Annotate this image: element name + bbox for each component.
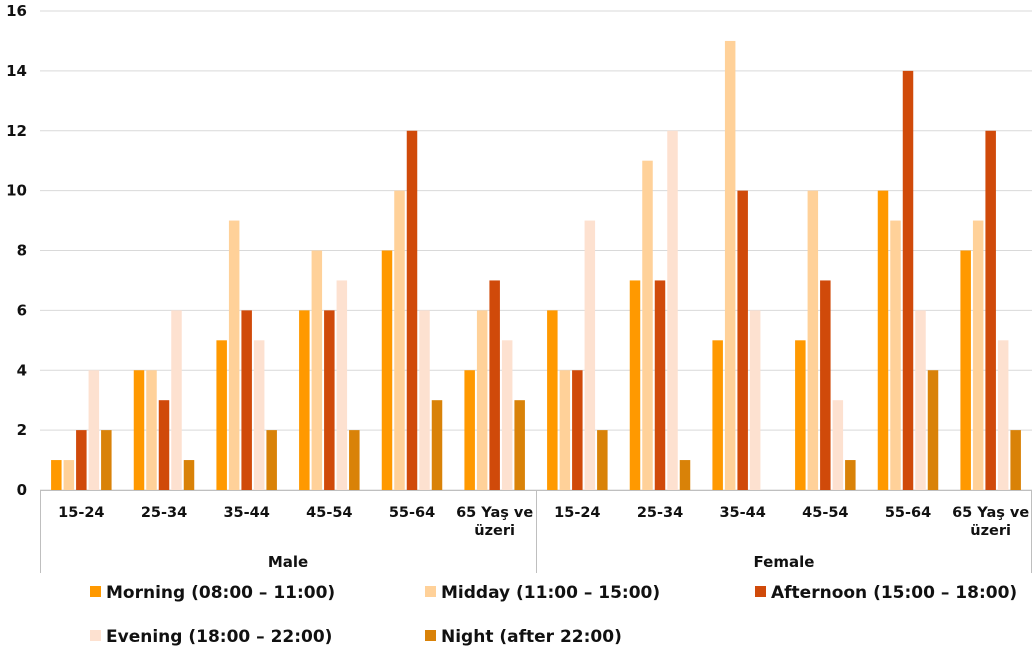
- bar: [572, 370, 583, 490]
- gridlines: [40, 10, 1032, 491]
- bar: [514, 400, 525, 490]
- bar: [960, 250, 971, 490]
- y-tick-label: 4: [17, 361, 27, 379]
- x-tick-label: 65 Yaş ve üzeri: [952, 505, 1029, 539]
- bar: [216, 340, 227, 490]
- y-tick-label: 2: [17, 421, 27, 439]
- x-tick-label: 35-44: [719, 505, 765, 521]
- bar: [431, 400, 443, 490]
- legend-label: Afternoon (15:00 – 18:00): [771, 583, 1017, 603]
- bar: [476, 310, 488, 491]
- group-label: Female: [754, 553, 815, 571]
- bar: [654, 280, 666, 490]
- bar: [158, 400, 170, 490]
- y-tick-label: 16: [6, 2, 27, 20]
- bar: [183, 460, 195, 490]
- legend: Morning (08:00 – 11:00) Midday (11:00 – 1…: [90, 583, 1017, 647]
- bar: [76, 430, 87, 491]
- bar: [629, 280, 641, 490]
- bar: [406, 130, 418, 490]
- bar: [737, 190, 748, 491]
- bar: [642, 160, 653, 490]
- bar: [679, 460, 691, 490]
- bar: [749, 310, 761, 491]
- x-tick-label: 45-54: [802, 505, 848, 521]
- legend-swatch: [755, 586, 766, 597]
- legend-swatch: [425, 586, 436, 597]
- x-axis: 15-24 25-34 35-44 45-54 55-64 65 Yaş ve üzeri M…: [40, 490, 1032, 573]
- bar: [311, 250, 323, 490]
- legend-label: Evening (18:00 – 22:00): [106, 627, 332, 647]
- bar: [915, 310, 926, 491]
- bar: [253, 340, 265, 490]
- y-tick-label: 10: [6, 182, 27, 200]
- bar: [146, 370, 157, 490]
- bar: [845, 460, 856, 490]
- bar: [171, 310, 182, 491]
- bar: [547, 310, 558, 491]
- bar: [559, 370, 571, 490]
- bar: [299, 310, 310, 491]
- y-tick-label: 14: [6, 62, 27, 80]
- x-tick-label: 35-44: [223, 505, 269, 521]
- bar: [997, 340, 1009, 490]
- bar: [597, 430, 608, 491]
- bar: [63, 460, 75, 490]
- bar: [1010, 430, 1021, 491]
- x-tick-label: 65 Yaş ve üzeri: [456, 505, 533, 539]
- bar: [88, 370, 100, 490]
- bar: [667, 130, 678, 490]
- y-tick-label: 8: [17, 242, 27, 260]
- y-tick-label: 0: [17, 481, 27, 499]
- legend-swatch: [90, 630, 101, 641]
- legend-swatch: [425, 630, 436, 641]
- bar: [807, 190, 819, 491]
- bar: [349, 430, 360, 491]
- bar: [820, 280, 831, 490]
- bar: [228, 220, 240, 490]
- x-tick-label: 25-34: [141, 505, 187, 521]
- legend-label: Midday (11:00 – 15:00): [441, 583, 660, 603]
- y-axis: 0 2 4 6 8 10 12 14 16: [6, 2, 27, 499]
- x-tick-label: 55-64: [389, 505, 435, 521]
- bar: [51, 460, 62, 490]
- bar: [336, 280, 348, 490]
- bar: [877, 190, 889, 491]
- x-tick-label: 15-24: [58, 505, 104, 521]
- bars: [51, 40, 1021, 491]
- bar: [324, 310, 335, 491]
- x-tick-label: 15-24: [554, 505, 600, 521]
- x-tick-label: 55-64: [885, 505, 931, 521]
- x-tick-label: 25-34: [637, 505, 683, 521]
- bar: [927, 370, 939, 490]
- bar: [890, 220, 901, 490]
- bar: [489, 280, 500, 490]
- bar: [266, 430, 277, 491]
- y-tick-label: 12: [6, 122, 27, 140]
- bar: [902, 70, 914, 491]
- y-tick-label: 6: [17, 301, 27, 319]
- bar: [381, 250, 393, 490]
- group-label: Male: [268, 553, 308, 571]
- bar: [133, 370, 145, 490]
- bar: [501, 340, 513, 490]
- bar: [712, 340, 723, 490]
- x-tick-label: 45-54: [306, 505, 352, 521]
- bar: [419, 310, 430, 491]
- bar: [724, 40, 736, 490]
- legend-label: Night (after 22:00): [441, 627, 622, 647]
- legend-swatch: [90, 586, 101, 597]
- bar: [394, 190, 405, 491]
- bar: [985, 130, 996, 490]
- bar: [241, 310, 252, 491]
- bar: [832, 400, 844, 490]
- legend-label: Morning (08:00 – 11:00): [106, 583, 335, 603]
- bar: [972, 220, 984, 490]
- bar: [464, 370, 475, 490]
- bar: [101, 430, 112, 491]
- bar: [584, 220, 596, 490]
- bar: [795, 340, 806, 490]
